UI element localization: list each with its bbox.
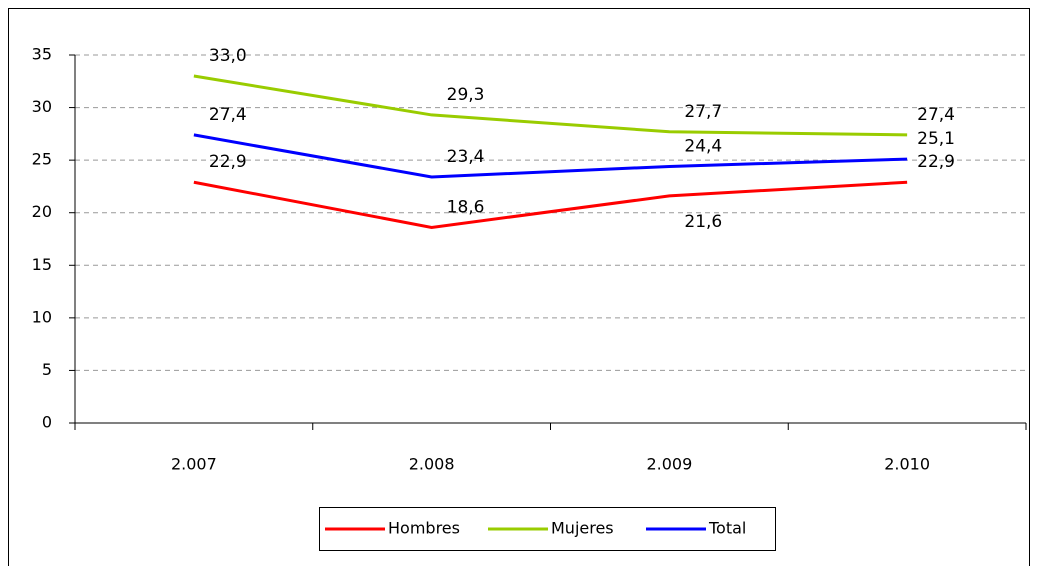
data-label: 27,4	[917, 105, 955, 125]
series-line	[193, 74, 908, 137]
data-label: 33,0	[209, 46, 247, 66]
data-label: 18,6	[447, 197, 485, 217]
chart-frame	[8, 8, 1030, 566]
y-tick-label: 35	[32, 45, 52, 64]
y-tick-label: 5	[42, 360, 52, 379]
data-label: 25,1	[917, 129, 955, 149]
legend-label: Total	[708, 519, 746, 538]
y-tick-label: 30	[32, 97, 52, 116]
data-label: 27,4	[209, 105, 247, 125]
y-tick-label: 15	[32, 255, 52, 274]
legend-label: Mujeres	[551, 519, 614, 538]
x-tick-label: 2.010	[884, 455, 930, 474]
data-label: 22,9	[209, 152, 247, 172]
data-label: 27,7	[684, 102, 722, 122]
series-line	[193, 180, 908, 229]
y-tick-label: 10	[32, 307, 52, 326]
data-label: 24,4	[684, 136, 722, 156]
y-tick-label: 25	[32, 150, 52, 169]
data-label: 21,6	[684, 212, 722, 232]
data-label: 29,3	[447, 85, 485, 105]
x-tick-label: 2.009	[646, 455, 692, 474]
data-label: 23,4	[447, 147, 485, 167]
y-tick-label: 0	[42, 413, 52, 432]
legend-label: Hombres	[388, 519, 460, 538]
x-tick-label: 2.008	[409, 455, 455, 474]
y-tick-label: 20	[32, 202, 52, 221]
data-label: 22,9	[917, 152, 955, 172]
series-line	[193, 133, 908, 179]
x-tick-label: 2.007	[171, 455, 217, 474]
